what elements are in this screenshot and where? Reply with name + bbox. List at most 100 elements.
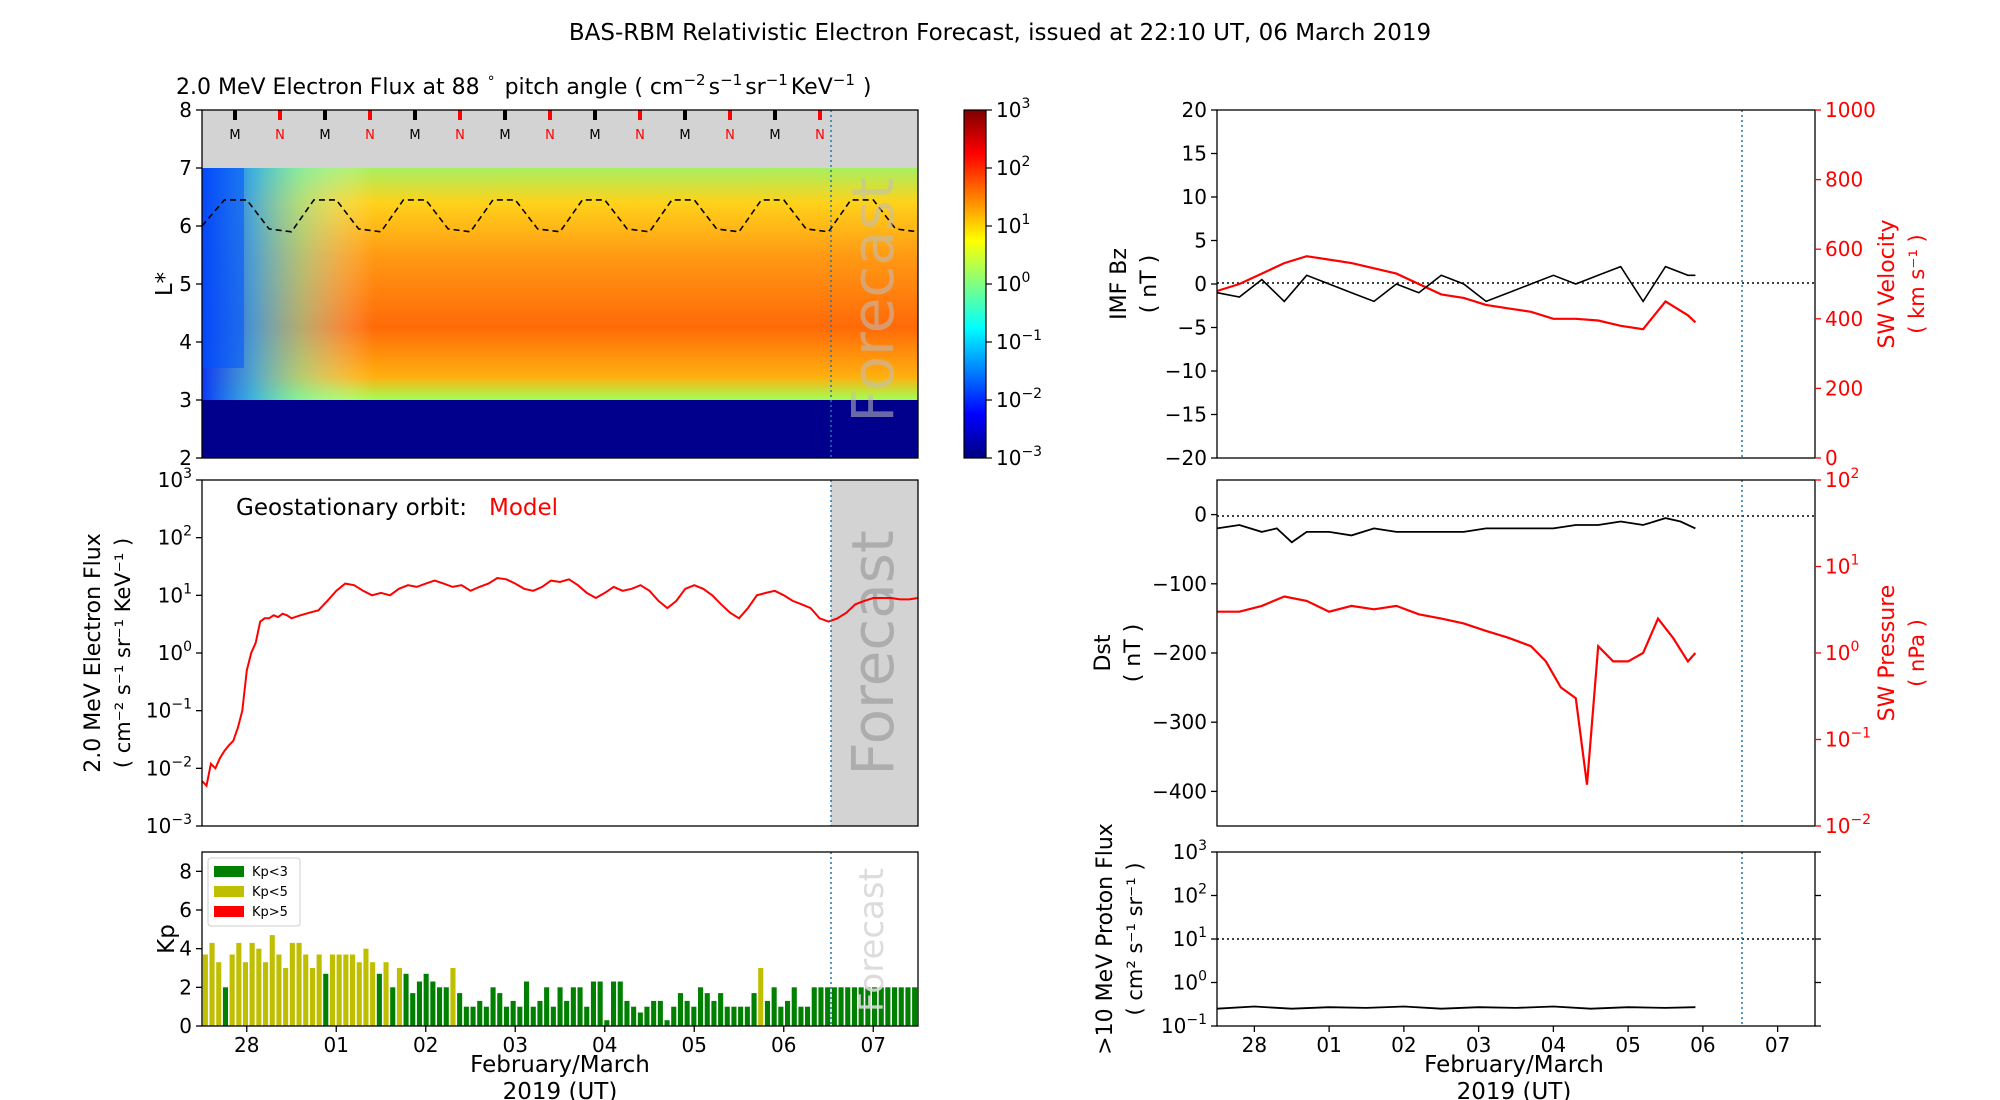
kp-x-tick-label: 02 bbox=[413, 1033, 438, 1057]
kp-bar bbox=[811, 987, 817, 1026]
kp-bar bbox=[216, 962, 222, 1026]
kp-bar bbox=[524, 981, 530, 1026]
proton-tick-label: 10−1 bbox=[1161, 1012, 1207, 1038]
dst-tick-label: −200 bbox=[1152, 641, 1207, 665]
kp-bar bbox=[778, 1006, 784, 1026]
proton-tick-label: 101 bbox=[1173, 925, 1207, 951]
mn-label: M bbox=[319, 128, 330, 143]
proton-x-tick-label: 07 bbox=[1765, 1033, 1790, 1057]
right-xlabel-2: 2019 (UT) bbox=[1457, 1079, 1572, 1100]
kp-bar bbox=[249, 942, 255, 1026]
mn-label: M bbox=[229, 128, 240, 143]
kp-bar bbox=[584, 1006, 590, 1026]
bz-tick-label: 0 bbox=[1194, 272, 1207, 296]
swp-ylabel-2: ( nPa ) bbox=[1905, 619, 1929, 687]
proton-tick-label: 103 bbox=[1173, 838, 1207, 864]
kp-bar bbox=[490, 987, 496, 1026]
kp-bar bbox=[805, 1006, 811, 1026]
kp-bar bbox=[845, 987, 851, 1026]
geo-tick-label: 101 bbox=[158, 581, 192, 607]
kp-x-tick-label: 28 bbox=[234, 1033, 259, 1057]
left-xlabel-1: February/March bbox=[470, 1052, 650, 1078]
kp-bar bbox=[838, 987, 844, 1026]
lstar-tick-label: 5 bbox=[179, 272, 192, 296]
colorbar-tick-label: 10−2 bbox=[996, 386, 1042, 412]
kp-y-axis: 0 2 4 6 8 bbox=[179, 859, 202, 1038]
geo-flux-model-line bbox=[201, 576, 919, 788]
mn-label: N bbox=[275, 128, 285, 143]
legend-swatch-kp-low bbox=[214, 866, 244, 877]
kp-bar bbox=[664, 1020, 670, 1026]
colorbar bbox=[963, 109, 987, 459]
kp-bar bbox=[677, 993, 683, 1026]
colorbar-tick-label: 101 bbox=[996, 212, 1030, 238]
kp-bar bbox=[470, 1006, 476, 1026]
panel-geo-flux: Forecast Geostationary orbit: Model 10310… bbox=[81, 466, 919, 838]
proton-tick-label: 102 bbox=[1173, 882, 1207, 908]
kp-bar bbox=[557, 987, 563, 1026]
kp-tick-label: 4 bbox=[179, 937, 192, 961]
kp-bar bbox=[517, 1006, 523, 1026]
swp-tick-label: 102 bbox=[1825, 466, 1859, 492]
kp-bar bbox=[443, 987, 449, 1026]
kp-bar bbox=[236, 942, 242, 1026]
bz-tick-label: 20 bbox=[1182, 98, 1207, 122]
lstar-ylabel: L* bbox=[152, 272, 178, 296]
proton-x-tick-label: 01 bbox=[1316, 1033, 1341, 1057]
kp-bar bbox=[731, 1006, 737, 1026]
bz-tick-label: −15 bbox=[1165, 403, 1207, 427]
swp-tick-label: 10−1 bbox=[1825, 726, 1871, 752]
swv-tick-label: 1000 bbox=[1825, 98, 1876, 122]
kp-bar bbox=[644, 1006, 650, 1026]
kp-bar bbox=[242, 962, 248, 1026]
kp-ylabel: Kp bbox=[154, 924, 180, 954]
kp-bar bbox=[637, 1012, 643, 1026]
kp-bar bbox=[758, 968, 764, 1026]
right-xlabel-1: February/March bbox=[1424, 1052, 1604, 1078]
kp-x-axis: 28 01 02 03 04 05 06 07 bbox=[234, 1026, 886, 1057]
dst-line bbox=[1216, 517, 1696, 544]
swv-tick-label: 600 bbox=[1825, 237, 1863, 261]
geo-y-axis: 103 102 101 100 10−1 10−2 10−3 bbox=[146, 466, 202, 838]
kp-bar bbox=[651, 1000, 657, 1026]
kp-bar bbox=[751, 993, 757, 1026]
kp-bar bbox=[577, 987, 583, 1026]
legend-label-kp-low: Kp<3 bbox=[252, 865, 288, 880]
kp-tick-label: 8 bbox=[179, 859, 192, 883]
kp-bar bbox=[350, 954, 356, 1026]
kp-bar bbox=[544, 987, 550, 1026]
kp-bar bbox=[912, 987, 918, 1026]
kp-bar bbox=[597, 981, 603, 1026]
kp-x-tick-label: 05 bbox=[682, 1033, 707, 1057]
kp-tick-label: 2 bbox=[179, 975, 192, 999]
kp-bar bbox=[376, 973, 382, 1026]
lstar-tick-label: 2 bbox=[179, 446, 192, 470]
lstar-tick-label: 3 bbox=[179, 388, 192, 412]
geo-tick-label: 103 bbox=[158, 466, 192, 492]
kp-bar bbox=[590, 981, 596, 1026]
kp-bar bbox=[704, 993, 710, 1026]
kp-bar bbox=[463, 1006, 469, 1026]
kp-bar bbox=[611, 981, 617, 1026]
kp-bar bbox=[457, 993, 463, 1026]
kp-bar bbox=[631, 1006, 637, 1026]
geo-tick-label: 10−3 bbox=[146, 812, 192, 838]
kp-bar bbox=[711, 1000, 717, 1026]
kp-bar bbox=[336, 954, 342, 1026]
panel-dst: 0 −100 −200 −300 −400 102 101 100 10−1 10−2 Dst (… bbox=[1091, 466, 1929, 838]
mn-label: M bbox=[499, 128, 510, 143]
kp-bar bbox=[222, 987, 228, 1026]
geo-tick-label: 10−1 bbox=[146, 697, 192, 723]
kp-bar bbox=[851, 987, 857, 1026]
mn-label: N bbox=[635, 128, 645, 143]
imf-ylabel-2: ( nT ) bbox=[1137, 255, 1162, 314]
swv-tick-label: 0 bbox=[1825, 446, 1838, 470]
swp-tick-label: 10−2 bbox=[1825, 812, 1871, 838]
swv-tick-label: 400 bbox=[1825, 307, 1863, 331]
kp-bar bbox=[671, 1006, 677, 1026]
heatmap-title: 2.0 MeV Electron Flux at 88 ° pitch angle … bbox=[176, 71, 871, 100]
dst-ylabel-1: Dst bbox=[1091, 634, 1116, 671]
kp-x-tick-label: 01 bbox=[324, 1033, 349, 1057]
